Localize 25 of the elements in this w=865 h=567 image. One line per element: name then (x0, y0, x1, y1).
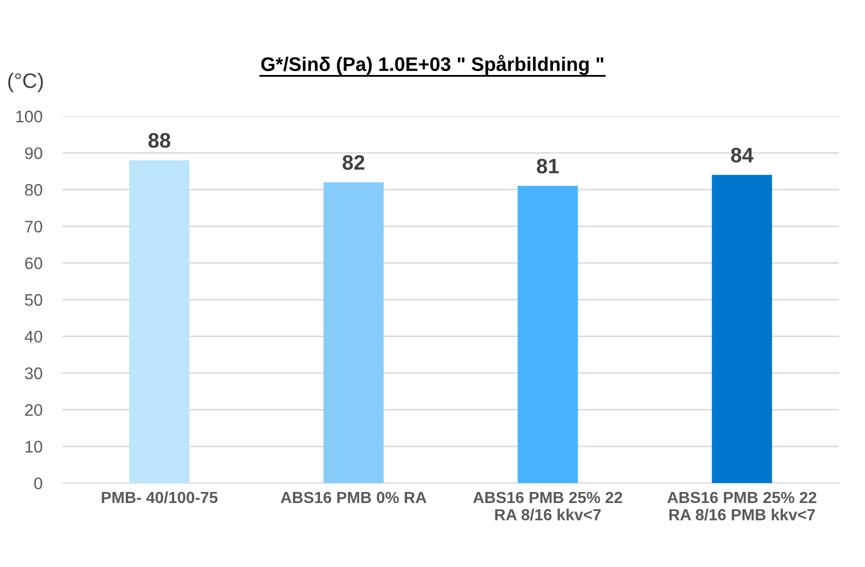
y-tick-label: 40 (24, 330, 42, 343)
bar (129, 160, 190, 484)
y-tick-label: 80 (25, 184, 42, 196)
bar (323, 182, 384, 484)
x-tick-label: ABS16 PMB 25% 22 RA 8/16 kkv<7 (473, 492, 622, 521)
y-tick-label: 100 (16, 110, 42, 122)
y-tick-label: 0 (34, 477, 42, 490)
x-tick-label: ABS16 PMB 0% RA (280, 492, 426, 504)
y-tick-label: 30 (24, 367, 42, 380)
data-label: 82 (342, 155, 364, 170)
y-tick-label: 60 (25, 257, 42, 270)
chart-title: G*/Sinδ (Pa) 1.0E+03 " Spårbildning " (261, 54, 604, 75)
x-tick-label: ABS16 PMB 25% 22 RA 8/16 PMB kkv<7 (667, 492, 816, 521)
y-tick-label: 20 (25, 404, 42, 416)
data-label: 84 (731, 148, 754, 162)
data-label: 88 (148, 133, 170, 148)
y-tick-label: 70 (25, 220, 42, 232)
y-tick-label: 50 (24, 294, 42, 306)
x-tick-label: PMB- 40/100-75 (102, 491, 218, 504)
data-label: 81 (536, 158, 559, 174)
bar (518, 186, 578, 484)
bar (712, 174, 772, 484)
y-axis-title: (°C) (8, 72, 43, 92)
y-tick-label: 10 (26, 440, 42, 453)
y-tick-label: 90 (25, 147, 42, 160)
